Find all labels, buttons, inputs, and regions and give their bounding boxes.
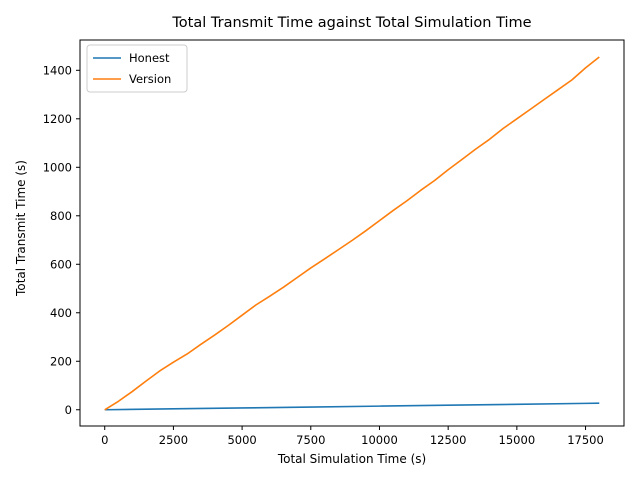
chart-title: Total Transmit Time against Total Simula… xyxy=(171,15,531,31)
y-tick-label: 200 xyxy=(50,354,72,368)
x-tick-label: 2500 xyxy=(159,433,188,447)
y-axis-label: Total Transmit Time (s) xyxy=(14,160,28,297)
x-tick-label: 17500 xyxy=(567,433,604,447)
x-tick-label: 10000 xyxy=(361,433,398,447)
x-tick-label: 12500 xyxy=(430,433,467,447)
y-tick-label: 800 xyxy=(50,209,72,223)
legend xyxy=(86,44,188,93)
series-line-honest xyxy=(104,402,600,411)
x-tick-label: 7500 xyxy=(296,433,325,447)
x-tick-label: 5000 xyxy=(227,433,256,447)
x-axis-label: Total Simulation Time (s) xyxy=(277,452,426,466)
legend-label-honest: Honest xyxy=(129,51,170,65)
series-line-version xyxy=(104,56,600,411)
y-tick-label: 1400 xyxy=(43,63,72,77)
y-tick-label: 400 xyxy=(50,306,72,320)
legend-label-version: Version xyxy=(129,72,171,86)
y-tick-label: 1000 xyxy=(43,160,72,174)
y-tick-label: 1200 xyxy=(43,112,72,126)
y-tick-label: 0 xyxy=(65,403,72,417)
x-tick-label: 15000 xyxy=(499,433,536,447)
y-tick-label: 600 xyxy=(50,257,72,271)
x-tick-label: 0 xyxy=(101,433,108,447)
plot-frame xyxy=(79,39,625,427)
